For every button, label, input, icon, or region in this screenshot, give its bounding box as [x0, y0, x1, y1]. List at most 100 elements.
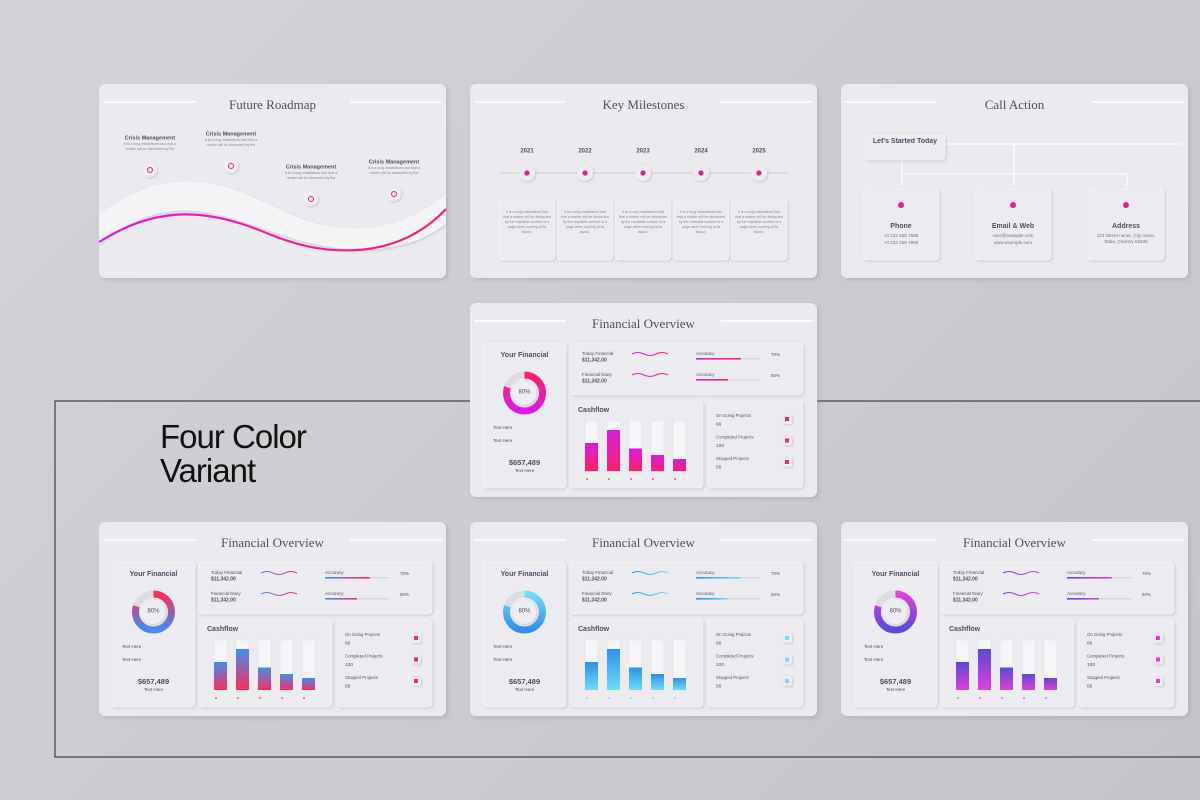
project-value: 100	[1087, 662, 1095, 668]
bar-legend-dot	[652, 478, 654, 480]
project-value: 100	[716, 443, 724, 449]
stat-amount: $11,342.00	[211, 597, 236, 603]
bar-legend-dot	[586, 478, 588, 480]
bar-legend-dot	[281, 697, 283, 699]
donut-label: 80%	[147, 609, 160, 615]
bar	[629, 667, 642, 690]
stat-label: Today Financial	[211, 570, 242, 575]
project-value: 66	[716, 640, 722, 646]
stat-label: Financial Diary	[582, 372, 613, 377]
slide-title: Call Action	[985, 97, 1045, 112]
project-value: 56	[1087, 683, 1093, 689]
donut-arc	[132, 590, 175, 634]
project-value: 56	[716, 464, 722, 470]
total: $657,489	[509, 458, 540, 467]
accuracy-label: Accuracy	[696, 570, 715, 575]
cashflow-title: Cashflow	[949, 626, 981, 633]
card-icon	[1123, 202, 1129, 208]
project-glyph	[1156, 657, 1160, 662]
card	[672, 199, 730, 261]
accuracy-value: 70%	[771, 352, 780, 357]
slide: Financial Overview Your Financial 80% Text …	[470, 522, 817, 716]
legend-label: Text Here	[493, 438, 513, 443]
sparkline	[631, 592, 669, 596]
donut-arc	[503, 371, 546, 415]
year: 2025	[752, 149, 766, 155]
stat-label: Financial Diary	[582, 591, 613, 596]
donut-arc	[503, 590, 546, 634]
donut-arc	[874, 590, 917, 634]
legend-label: Text Here	[864, 644, 884, 649]
project-glyph	[785, 657, 789, 662]
slide-title: Financial Overview	[963, 535, 1066, 550]
project-value: 100	[345, 662, 353, 668]
bar-legend-dot	[259, 697, 261, 699]
accuracy-bar	[696, 598, 728, 600]
milestone-text-box: It is a long established fact that a rea…	[561, 210, 609, 234]
project-glyph	[785, 438, 789, 443]
pin-icon	[147, 167, 153, 173]
sparkline	[1002, 592, 1040, 596]
item-text-box: It is a long established fact that a rea…	[285, 171, 337, 180]
milestone-text: It is a long established fact that a rea…	[677, 210, 725, 234]
bar-legend-dot	[608, 697, 610, 699]
slide-title: Financial Overview	[592, 535, 695, 550]
project-glyph	[414, 657, 418, 662]
bar	[280, 674, 293, 690]
bar	[651, 674, 664, 690]
legend-label: Text Here	[493, 425, 513, 430]
milestone-text-box: It is a long established fact that a rea…	[619, 210, 667, 234]
bar-legend-dot	[674, 697, 676, 699]
bar-legend-dot	[674, 478, 676, 480]
accuracy-value: 50%	[1142, 592, 1151, 597]
pin	[143, 163, 157, 177]
slide-bg	[99, 84, 446, 278]
project-label: On Going Projects	[1087, 632, 1122, 637]
slide-title: Financial Overview	[221, 535, 324, 550]
slide-title: Future Roadmap	[229, 97, 316, 112]
slide: Financial Overview Your Financial 80% Text …	[470, 303, 817, 497]
bar	[258, 667, 271, 690]
project-value: 100	[716, 662, 724, 668]
bar-legend-dot	[957, 697, 959, 699]
bar	[1000, 667, 1013, 690]
year-icon	[582, 170, 588, 176]
legend-label: Text Here	[122, 657, 142, 662]
item-text: It is a long established fact that a rea…	[367, 166, 421, 175]
donut-label: 80%	[518, 390, 531, 396]
bar	[302, 678, 315, 690]
bar-legend-dot	[979, 697, 981, 699]
stat-amount: $11,342.00	[582, 378, 607, 384]
project-label: On Going Projects	[716, 632, 751, 637]
legend-label: Text Here	[493, 657, 513, 662]
your-financial: Your Financial	[501, 571, 549, 578]
wave-line	[98, 208, 447, 252]
item-text-box: It is a long established fact that a rea…	[205, 138, 257, 147]
total-caption: Text Here	[515, 687, 535, 692]
pin-icon	[391, 191, 397, 197]
project-glyph	[414, 636, 418, 640]
card-line: user@example.com	[992, 233, 1034, 238]
project-value: 56	[345, 683, 351, 689]
card	[730, 199, 788, 261]
total: $657,489	[509, 677, 540, 686]
accuracy-bar	[1067, 577, 1112, 579]
accuracy-label: Accuracy	[696, 591, 715, 596]
stat-label: Financial Diary	[953, 591, 984, 596]
project-label: Completed Projects	[1087, 654, 1125, 659]
bar	[585, 443, 598, 471]
connector	[901, 143, 1181, 186]
item-text-box: It is a long established fact that a rea…	[124, 142, 176, 151]
milestone-text: It is a long established fact that a rea…	[735, 210, 783, 234]
card	[569, 342, 804, 396]
bar	[1044, 678, 1057, 690]
accuracy-value: 50%	[771, 373, 780, 378]
total: $657,489	[880, 677, 911, 686]
stat-label: Today Financial	[582, 570, 613, 575]
bar	[629, 448, 642, 471]
slide: Financial Overview Your Financial 80% Text …	[99, 522, 446, 716]
card	[498, 199, 556, 261]
